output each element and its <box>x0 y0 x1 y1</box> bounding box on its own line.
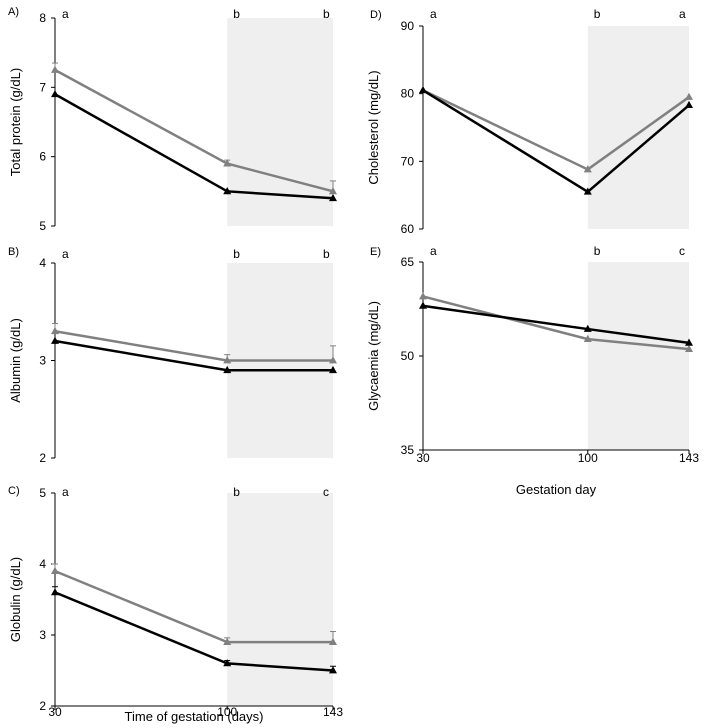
shaded-region <box>227 493 333 706</box>
y-tick-label: 2 <box>39 699 46 713</box>
significance-letter: c <box>679 244 685 258</box>
significance-letter: b <box>323 247 330 261</box>
y-tick-label: 2 <box>39 451 46 465</box>
data-point-black <box>223 187 232 195</box>
y-tick-label: 90 <box>401 19 415 33</box>
data-point-black <box>419 85 427 94</box>
data-point-gray <box>329 187 337 195</box>
panel-c: 2 3 4 5 30 100 143 Time of gestation (days) C) Gl… <box>8 485 343 724</box>
y-tick-label: 4 <box>39 557 46 571</box>
data-point-gray <box>329 356 337 364</box>
panel-label: B) <box>8 246 19 258</box>
data-point-gray <box>51 566 59 574</box>
panel-label: E) <box>370 246 381 258</box>
x-tick-label: 30 <box>416 451 430 465</box>
panel-d: 60 70 80 90 D) Cholesterol (mg/dL) a b a <box>366 7 693 236</box>
y-tick-label: 5 <box>39 486 46 500</box>
data-point-black <box>223 365 232 374</box>
x-tick-label: 100 <box>578 451 598 465</box>
data-point-gray <box>583 165 592 173</box>
significance-letter: a <box>62 485 69 499</box>
y-tick-label: 5 <box>39 219 46 233</box>
y-tick-label: 3 <box>39 628 46 642</box>
y-tick-label: 35 <box>401 443 415 457</box>
y-axis-label: Cholesterol (mg/dL) <box>366 70 381 184</box>
data-point-black <box>685 338 693 346</box>
data-point-gray <box>223 356 232 364</box>
significance-letter: b <box>594 7 601 21</box>
data-point-black <box>329 193 337 202</box>
x-axis-label: Gestation day <box>516 482 597 497</box>
data-point-black <box>329 666 337 674</box>
data-point-gray <box>223 159 232 167</box>
x-tick-label: 143 <box>679 451 699 465</box>
data-point-gray <box>685 92 693 100</box>
y-tick-label: 4 <box>39 256 46 270</box>
x-tick-label: 100 <box>217 705 237 719</box>
data-point-gray <box>419 292 427 300</box>
significance-letter: b <box>233 485 240 499</box>
y-tick-label: 80 <box>401 87 415 101</box>
y-tick-label: 7 <box>39 80 46 94</box>
significance-letter: b <box>233 247 240 261</box>
data-point-black <box>51 336 59 344</box>
data-point-black <box>51 588 59 596</box>
significance-letter: a <box>430 244 437 258</box>
y-tick-label: 3 <box>39 354 46 368</box>
significance-letter: c <box>323 485 329 499</box>
panel-b: 2 3 4 B) Albumin (g/dL) a b b <box>8 246 337 465</box>
significance-letter: b <box>233 7 240 21</box>
x-tick-label: 143 <box>323 705 343 719</box>
data-point-gray <box>51 326 59 335</box>
panel-label: A) <box>8 6 19 18</box>
x-tick-label: 30 <box>48 705 62 719</box>
panel-a: 5 6 7 8 A) Total protein (g/dL) a b b <box>8 6 337 233</box>
shaded-region <box>587 26 689 229</box>
significance-letter: a <box>430 7 437 21</box>
significance-letter: a <box>679 7 686 21</box>
y-axis-label: Total protein (g/dL) <box>8 68 23 176</box>
data-point-black <box>419 301 427 309</box>
data-point-black <box>223 659 232 667</box>
y-tick-label: 50 <box>401 349 415 363</box>
significance-letter: b <box>594 244 601 258</box>
panel-label: C) <box>8 485 20 497</box>
data-point-black <box>329 365 337 374</box>
y-tick-label: 8 <box>39 11 46 25</box>
data-point-gray <box>51 65 59 73</box>
data-point-black <box>583 324 592 332</box>
y-tick-label: 65 <box>401 255 415 269</box>
panel-label: D) <box>370 9 382 21</box>
data-point-black <box>583 187 592 195</box>
data-point-gray <box>329 637 337 645</box>
significance-letter: a <box>62 7 69 21</box>
data-point-black <box>51 89 59 98</box>
significance-letter: b <box>323 7 330 21</box>
y-tick-label: 70 <box>401 154 415 168</box>
y-tick-label: 60 <box>401 222 415 236</box>
y-tick-label: 6 <box>39 150 46 164</box>
data-point-gray <box>583 334 592 342</box>
y-axis-label: Albumin (g/dL) <box>8 318 23 403</box>
data-point-gray <box>685 344 693 352</box>
y-axis-label: Glycaemia (mg/dL) <box>366 301 381 411</box>
significance-letter: a <box>62 247 69 261</box>
y-axis-label: Globulin (g/dL) <box>8 557 23 642</box>
data-point-gray <box>223 637 232 645</box>
panel-e: 35 50 65 30 100 143 Gestation day E) Glycaemia (… <box>366 244 699 497</box>
x-axis-label: Time of gestation (days) <box>125 709 264 724</box>
data-point-black <box>685 100 693 109</box>
shaded-region <box>587 262 689 450</box>
